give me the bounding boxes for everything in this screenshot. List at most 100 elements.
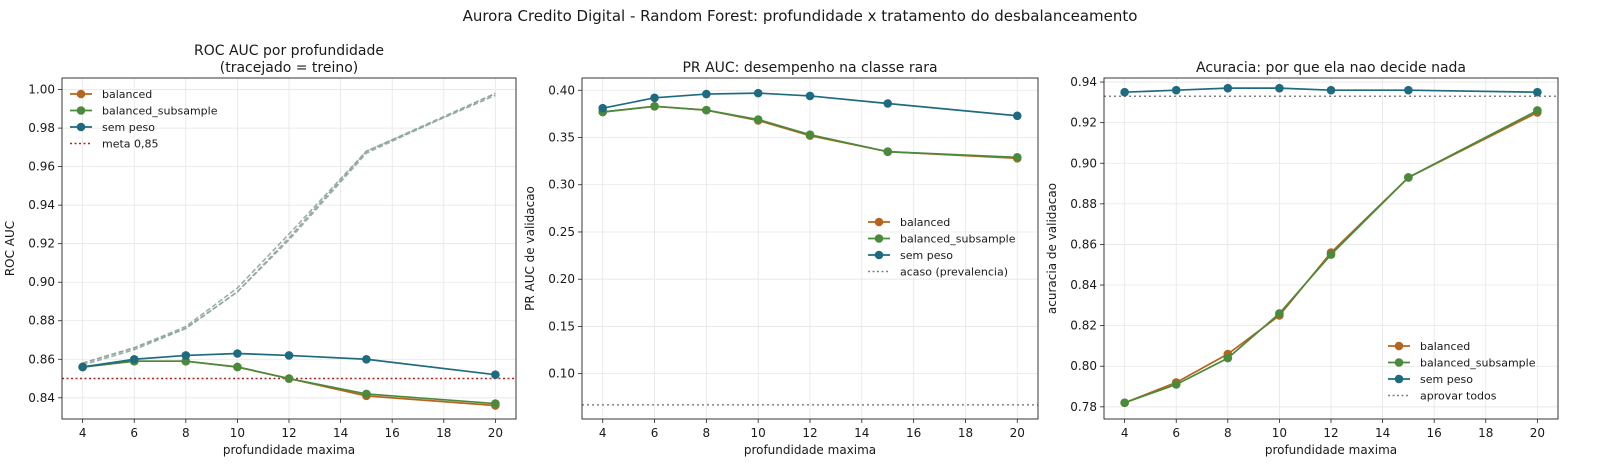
data-point — [702, 89, 711, 99]
data-point — [1120, 87, 1129, 97]
data-point — [1223, 83, 1233, 93]
legend-marker — [76, 122, 86, 132]
x-tick-label: 4 — [1121, 426, 1129, 440]
legend-label: acaso (prevalencia) — [900, 266, 1008, 279]
legend-label: balanced — [1420, 340, 1470, 353]
data-point — [598, 103, 608, 113]
y-tick-label: 0.15 — [548, 319, 575, 333]
x-tick-label: 14 — [854, 426, 869, 440]
x-tick-label: 12 — [802, 426, 817, 440]
data-point — [1120, 398, 1129, 408]
x-tick-label: 12 — [1323, 426, 1338, 440]
data-point — [805, 130, 815, 139]
y-tick-label: 0.40 — [548, 83, 575, 97]
data-point — [233, 362, 242, 372]
y-tick-label: 0.88 — [1070, 197, 1097, 211]
x-tick-label: 8 — [1224, 426, 1232, 440]
y-tick-label: 0.94 — [1070, 75, 1097, 89]
x-tick-label: 20 — [488, 426, 503, 440]
panel-title: Acuracia: por que ela nao decide nada — [1196, 60, 1466, 76]
y-tick-label: 0.82 — [1070, 319, 1097, 333]
y-axis-label: acuracia de validacao — [1045, 183, 1059, 314]
panel-title: PR AUC: desempenho na classe rara — [682, 60, 937, 76]
train-series-line — [82, 94, 496, 366]
x-tick-label: 18 — [436, 426, 451, 440]
y-tick-label: 0.92 — [1070, 116, 1097, 130]
data-point — [1404, 173, 1413, 182]
axes-frame — [61, 77, 517, 420]
legend-label: balanced_subsample — [1420, 357, 1536, 370]
legend-label: balanced_subsample — [900, 233, 1016, 246]
y-tick-label: 0.90 — [28, 275, 55, 289]
legend-marker — [874, 217, 884, 227]
data-point — [129, 354, 139, 364]
data-point — [650, 93, 659, 103]
x-tick-label: 6 — [1172, 426, 1180, 440]
x-tick-label: 14 — [333, 426, 348, 440]
axes-frame — [1103, 77, 1559, 420]
legend-label: balanced_subsample — [102, 105, 218, 118]
data-point — [650, 102, 659, 111]
y-tick-label: 0.92 — [28, 237, 55, 251]
plot-area — [582, 88, 1038, 406]
data-point — [753, 88, 763, 98]
data-point — [1533, 106, 1542, 115]
x-axis-label: profundidade maxima — [1265, 443, 1397, 457]
data-point — [1275, 309, 1284, 318]
x-tick-label: 6 — [130, 426, 138, 440]
chart-panel-3: 4 6 8 10 12 14 16 18 20 0.78 0.80 0.82 0.84 0.86 0.88 0… — [1045, 60, 1559, 457]
data-point — [1533, 87, 1542, 97]
legend-marker — [874, 234, 884, 243]
legend-marker — [874, 250, 884, 260]
x-tick-label: 10 — [751, 426, 766, 440]
data-point — [362, 389, 371, 399]
y-tick-label: 0.84 — [28, 391, 55, 405]
data-point — [1012, 111, 1022, 121]
panel-title: (tracejado = treino) — [220, 60, 359, 76]
chart-panels: 4 6 8 10 12 14 16 18 20 0.84 0.86 0.88 0.90 0.92 0.94 0… — [3, 43, 1559, 457]
y-tick-label: 0.90 — [1070, 156, 1097, 170]
y-tick-label: 0.30 — [548, 178, 575, 192]
x-tick-label: 4 — [79, 426, 87, 440]
y-tick-label: 0.25 — [548, 225, 575, 239]
data-point — [284, 374, 294, 383]
y-tick-label: 1.00 — [28, 83, 55, 97]
x-tick-label: 16 — [385, 426, 400, 440]
y-axis-label: PR AUC de validacao — [523, 186, 537, 311]
legend-marker — [76, 89, 86, 99]
x-tick-label: 18 — [1478, 426, 1493, 440]
y-tick-label: 0.94 — [28, 198, 55, 212]
legend-marker — [1394, 374, 1404, 384]
legend-label: sem peso — [102, 121, 155, 134]
data-point — [1171, 380, 1181, 389]
y-tick-label: 0.86 — [28, 352, 55, 366]
data-point — [491, 399, 500, 408]
data-point — [1326, 250, 1336, 259]
plot-area — [1104, 83, 1558, 408]
chart-panel-1: 4 6 8 10 12 14 16 18 20 0.84 0.86 0.88 0.90 0.92 0.94 0… — [3, 43, 517, 457]
x-tick-label: 12 — [281, 426, 296, 440]
legend-label: sem peso — [900, 249, 953, 262]
data-point — [883, 99, 893, 108]
x-tick-label: 10 — [230, 426, 245, 440]
data-point — [1326, 85, 1336, 95]
data-point — [491, 370, 500, 379]
y-tick-label: 0.86 — [1070, 237, 1097, 251]
x-tick-label: 16 — [1427, 426, 1442, 440]
x-tick-label: 8 — [182, 426, 190, 440]
x-axis-label: profundidade maxima — [744, 443, 876, 457]
data-point — [883, 147, 893, 156]
x-tick-label: 14 — [1375, 426, 1390, 440]
data-point — [181, 351, 191, 360]
legend-marker — [76, 106, 86, 115]
x-axis-label: profundidade maxima — [223, 443, 355, 457]
data-point — [233, 349, 242, 358]
data-point — [805, 91, 815, 101]
y-tick-label: 0.84 — [1070, 278, 1097, 292]
legend-label: balanced — [900, 216, 950, 229]
x-tick-label: 20 — [1530, 426, 1545, 440]
